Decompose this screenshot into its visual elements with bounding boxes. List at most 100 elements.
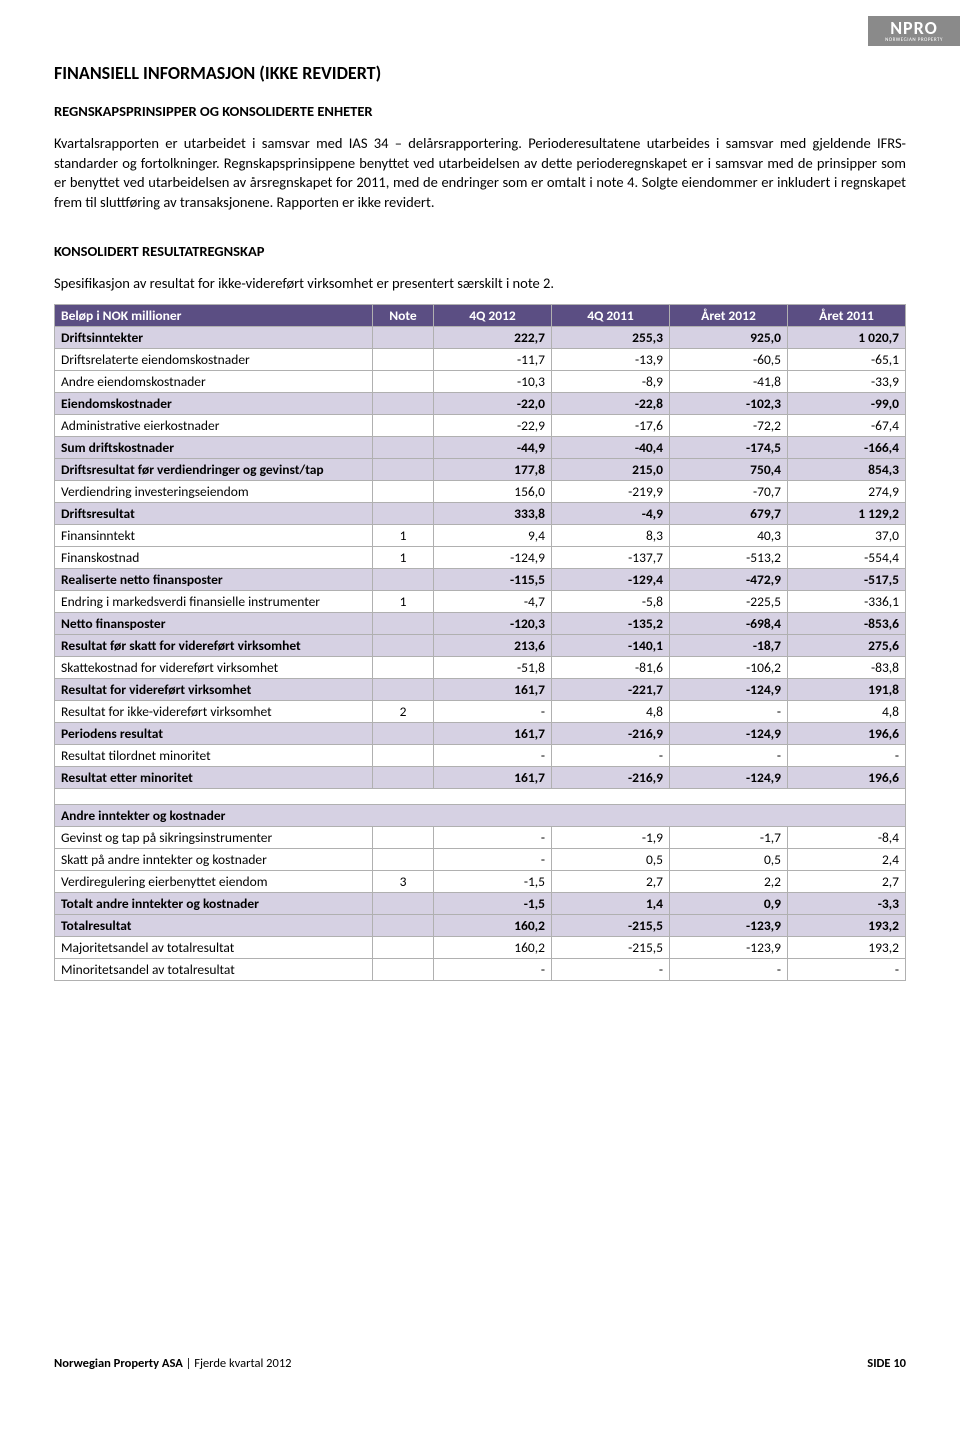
row-label: Gevinst og tap på sikringsinstrumenter bbox=[55, 827, 373, 849]
row-note bbox=[373, 327, 434, 349]
row-value: -1,7 bbox=[670, 827, 788, 849]
table-row: Totalresultat160,2-215,5-123,9193,2 bbox=[55, 915, 906, 937]
row-value: -3,3 bbox=[788, 893, 906, 915]
row-note bbox=[373, 915, 434, 937]
table-header-row: Beløp i NOK millioner Note 4Q 2012 4Q 20… bbox=[55, 305, 906, 327]
table-row: Resultat for videreført virksomhet161,7-… bbox=[55, 679, 906, 701]
row-note bbox=[373, 849, 434, 871]
row-value: 1 129,2 bbox=[788, 503, 906, 525]
row-value: - bbox=[434, 849, 552, 871]
row-value: -215,5 bbox=[552, 915, 670, 937]
row-value: -70,7 bbox=[670, 481, 788, 503]
row-note bbox=[373, 745, 434, 767]
row-value: -44,9 bbox=[434, 437, 552, 459]
table-row: Gevinst og tap på sikringsinstrumenter--… bbox=[55, 827, 906, 849]
row-note bbox=[373, 371, 434, 393]
footer-page: SIDE 10 bbox=[867, 1356, 906, 1371]
row-value: 215,0 bbox=[552, 459, 670, 481]
row-note bbox=[373, 437, 434, 459]
row-value: 37,0 bbox=[788, 525, 906, 547]
table-row: Skatt på andre inntekter og kostnader-0,… bbox=[55, 849, 906, 871]
row-value: -1,5 bbox=[434, 893, 552, 915]
row-note bbox=[373, 503, 434, 525]
row-value: - bbox=[434, 745, 552, 767]
logo: NPRO NORWEGIAN PROPERTY bbox=[868, 16, 960, 46]
row-label: Resultat tilordnet minoritet bbox=[55, 745, 373, 767]
th-note: Note bbox=[373, 305, 434, 327]
row-value: - bbox=[788, 959, 906, 981]
row-value: -472,9 bbox=[670, 569, 788, 591]
row-note bbox=[373, 679, 434, 701]
row-value: -123,9 bbox=[670, 915, 788, 937]
table-row: Resultat etter minoritet161,7-216,9-124,… bbox=[55, 767, 906, 789]
row-note bbox=[373, 827, 434, 849]
row-value: 160,2 bbox=[434, 915, 552, 937]
th-q4-2011: 4Q 2011 bbox=[552, 305, 670, 327]
row-label: Resultat etter minoritet bbox=[55, 767, 373, 789]
row-value: -137,7 bbox=[552, 547, 670, 569]
row-value: -81,6 bbox=[552, 657, 670, 679]
row-value: 925,0 bbox=[670, 327, 788, 349]
row-label: Administrative eierkostnader bbox=[55, 415, 373, 437]
row-label: Verdiregulering eierbenyttet eiendom bbox=[55, 871, 373, 893]
table-row: Netto finansposter-120,3-135,2-698,4-853… bbox=[55, 613, 906, 635]
table-row: Resultat tilordnet minoritet---- bbox=[55, 745, 906, 767]
row-note bbox=[373, 767, 434, 789]
row-value: 160,2 bbox=[434, 937, 552, 959]
row-value: 193,2 bbox=[788, 915, 906, 937]
row-value: -13,9 bbox=[552, 349, 670, 371]
row-value: -102,3 bbox=[670, 393, 788, 415]
footer-period: Fjerde kvartal 2012 bbox=[194, 1356, 291, 1371]
table-row: Totalt andre inntekter og kostnader-1,51… bbox=[55, 893, 906, 915]
spacer-row bbox=[55, 789, 906, 805]
row-value: 1,4 bbox=[552, 893, 670, 915]
th-q4-2012: 4Q 2012 bbox=[434, 305, 552, 327]
row-note: 3 bbox=[373, 871, 434, 893]
row-label: Endring i markedsverdi finansielle instr… bbox=[55, 591, 373, 613]
table-row: Verdiregulering eierbenyttet eiendom3-1,… bbox=[55, 871, 906, 893]
row-value: -1,9 bbox=[552, 827, 670, 849]
row-value: 161,7 bbox=[434, 679, 552, 701]
row-label: Driftsresultat før verdiendringer og gev… bbox=[55, 459, 373, 481]
row-value: 156,0 bbox=[434, 481, 552, 503]
footer-company: Norwegian Property ASA bbox=[54, 1356, 183, 1371]
row-value: -124,9 bbox=[670, 723, 788, 745]
row-label: Resultat for videreført virksomhet bbox=[55, 679, 373, 701]
row-value: 222,7 bbox=[434, 327, 552, 349]
table-row: Resultat for ikke-videreført virksomhet2… bbox=[55, 701, 906, 723]
row-note: 1 bbox=[373, 591, 434, 613]
row-value: -72,2 bbox=[670, 415, 788, 437]
row-value: - bbox=[670, 745, 788, 767]
table-row: Finanskostnad1-124,9-137,7-513,2-554,4 bbox=[55, 547, 906, 569]
row-value: -60,5 bbox=[670, 349, 788, 371]
table-row: Driftsrelaterte eiendomskostnader-11,7-1… bbox=[55, 349, 906, 371]
row-value: 0,9 bbox=[670, 893, 788, 915]
row-label: Eiendomskostnader bbox=[55, 393, 373, 415]
row-label: Driftsinntekter bbox=[55, 327, 373, 349]
row-note bbox=[373, 723, 434, 745]
table-row: Realiserte netto finansposter-115,5-129,… bbox=[55, 569, 906, 591]
table-row: Driftsresultat333,8-4,9679,71 129,2 bbox=[55, 503, 906, 525]
income-statement-table: Beløp i NOK millioner Note 4Q 2012 4Q 20… bbox=[54, 304, 906, 981]
row-value: -10,3 bbox=[434, 371, 552, 393]
row-value: 196,6 bbox=[788, 723, 906, 745]
row-note bbox=[373, 657, 434, 679]
row-note bbox=[373, 349, 434, 371]
row-value: -225,5 bbox=[670, 591, 788, 613]
row-value: -517,5 bbox=[788, 569, 906, 591]
table-row: Resultat før skatt for videreført virkso… bbox=[55, 635, 906, 657]
row-label: Resultat før skatt for videreført virkso… bbox=[55, 635, 373, 657]
row-value: -216,9 bbox=[552, 767, 670, 789]
table-row: Finansinntekt19,48,340,337,0 bbox=[55, 525, 906, 547]
row-note: 1 bbox=[373, 525, 434, 547]
row-label: Minoritetsandel av totalresultat bbox=[55, 959, 373, 981]
row-value: -8,4 bbox=[788, 827, 906, 849]
row-value: 750,4 bbox=[670, 459, 788, 481]
row-value: -99,0 bbox=[788, 393, 906, 415]
row-note bbox=[373, 459, 434, 481]
row-value: -174,5 bbox=[670, 437, 788, 459]
row-value: -18,7 bbox=[670, 635, 788, 657]
table-row: Endring i markedsverdi finansielle instr… bbox=[55, 591, 906, 613]
row-value: -4,7 bbox=[434, 591, 552, 613]
row-value: -115,5 bbox=[434, 569, 552, 591]
